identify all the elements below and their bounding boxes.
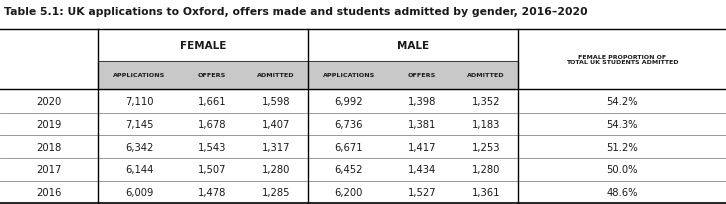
Text: 51.2%: 51.2%: [606, 142, 637, 152]
Text: ADMITTED: ADMITTED: [467, 73, 505, 78]
Text: 1,661: 1,661: [197, 96, 227, 106]
Text: 1,280: 1,280: [261, 165, 290, 174]
Text: 1,417: 1,417: [407, 142, 436, 152]
Text: 54.3%: 54.3%: [606, 120, 637, 129]
Text: 50.0%: 50.0%: [606, 165, 637, 174]
Text: 1,478: 1,478: [197, 187, 227, 197]
Text: 6,200: 6,200: [335, 187, 363, 197]
Text: 1,285: 1,285: [261, 187, 290, 197]
Text: 6,736: 6,736: [335, 120, 363, 129]
Text: OFFERS: OFFERS: [408, 73, 436, 78]
Text: 6,342: 6,342: [125, 142, 153, 152]
Text: ADMITTED: ADMITTED: [257, 73, 295, 78]
Text: 2016: 2016: [36, 187, 62, 197]
Text: 1,183: 1,183: [471, 120, 500, 129]
Text: APPLICATIONS: APPLICATIONS: [323, 73, 375, 78]
Text: 1,507: 1,507: [197, 165, 227, 174]
Text: 6,144: 6,144: [125, 165, 153, 174]
Text: 1,527: 1,527: [407, 187, 436, 197]
Text: 1,543: 1,543: [197, 142, 227, 152]
Text: 2020: 2020: [36, 96, 62, 106]
Text: OFFERS: OFFERS: [198, 73, 226, 78]
Bar: [98, 61, 518, 90]
Text: 2017: 2017: [36, 165, 62, 174]
Text: 1,352: 1,352: [471, 96, 500, 106]
Text: 1,407: 1,407: [261, 120, 290, 129]
Text: 1,317: 1,317: [261, 142, 290, 152]
Text: 54.2%: 54.2%: [606, 96, 637, 106]
Text: FEMALE PROPORTION OF
TOTAL UK STUDENTS ADMITTED: FEMALE PROPORTION OF TOTAL UK STUDENTS A…: [566, 54, 678, 65]
Text: APPLICATIONS: APPLICATIONS: [113, 73, 165, 78]
Text: 1,253: 1,253: [471, 142, 500, 152]
Text: 48.6%: 48.6%: [606, 187, 637, 197]
Text: 6,452: 6,452: [335, 165, 363, 174]
Text: 1,381: 1,381: [407, 120, 436, 129]
Text: MALE: MALE: [396, 40, 429, 50]
Text: 1,280: 1,280: [471, 165, 500, 174]
Text: 1,678: 1,678: [197, 120, 227, 129]
Text: 6,992: 6,992: [335, 96, 363, 106]
Text: 6,009: 6,009: [125, 187, 153, 197]
Text: FEMALE: FEMALE: [180, 40, 226, 50]
Text: 1,434: 1,434: [408, 165, 436, 174]
Text: 2018: 2018: [36, 142, 62, 152]
Text: 7,110: 7,110: [125, 96, 153, 106]
Text: 1,361: 1,361: [471, 187, 500, 197]
Text: 7,145: 7,145: [125, 120, 153, 129]
Text: 1,398: 1,398: [407, 96, 436, 106]
Text: 6,671: 6,671: [335, 142, 363, 152]
Text: Table 5.1: UK applications to Oxford, offers made and students admitted by gende: Table 5.1: UK applications to Oxford, of…: [4, 7, 587, 17]
Text: 2019: 2019: [36, 120, 62, 129]
Text: 1,598: 1,598: [261, 96, 290, 106]
